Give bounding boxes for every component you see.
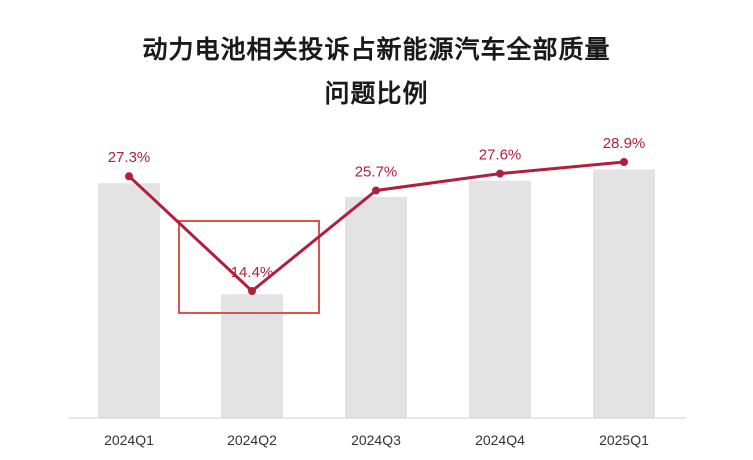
data-label-2025Q1: 28.9% [603, 135, 646, 152]
data-points [125, 158, 628, 295]
point-2024Q3 [372, 186, 380, 195]
point-2024Q4 [496, 169, 504, 178]
background-bars [98, 169, 655, 418]
x-tick-2024Q3: 2024Q3 [351, 432, 401, 448]
x-tick-2025Q1: 2025Q1 [599, 432, 649, 448]
bar-2024Q1 [98, 183, 160, 418]
data-label-2024Q1: 27.3% [108, 149, 151, 166]
bar-2024Q3 [345, 196, 407, 418]
data-labels: 27.3% 14.4% 25.7% 27.6% 28.9% [108, 135, 646, 281]
point-2025Q1 [620, 158, 628, 166]
x-tick-2024Q1: 2024Q1 [104, 432, 154, 448]
bar-2024Q4 [469, 180, 531, 418]
x-tick-labels: 2024Q1 2024Q2 2024Q3 2024Q4 2025Q1 [104, 432, 649, 448]
chart-title-line-2: 问题比例 [324, 79, 429, 108]
point-2024Q1 [125, 172, 133, 181]
data-label-2024Q4: 27.6% [479, 147, 522, 164]
bar-2025Q1 [593, 169, 655, 418]
x-tick-2024Q4: 2024Q4 [475, 432, 525, 448]
data-label-2024Q2: 14.4% [231, 264, 274, 281]
x-tick-2024Q2: 2024Q2 [227, 432, 277, 448]
chart-title-line-1: 动力电池相关投诉占新能源汽车全部质量 [142, 35, 611, 64]
point-2024Q2 [248, 287, 256, 295]
data-label-2024Q3: 25.7% [355, 163, 398, 180]
bar-2024Q2 [221, 294, 283, 418]
highlight-box [178, 220, 320, 314]
